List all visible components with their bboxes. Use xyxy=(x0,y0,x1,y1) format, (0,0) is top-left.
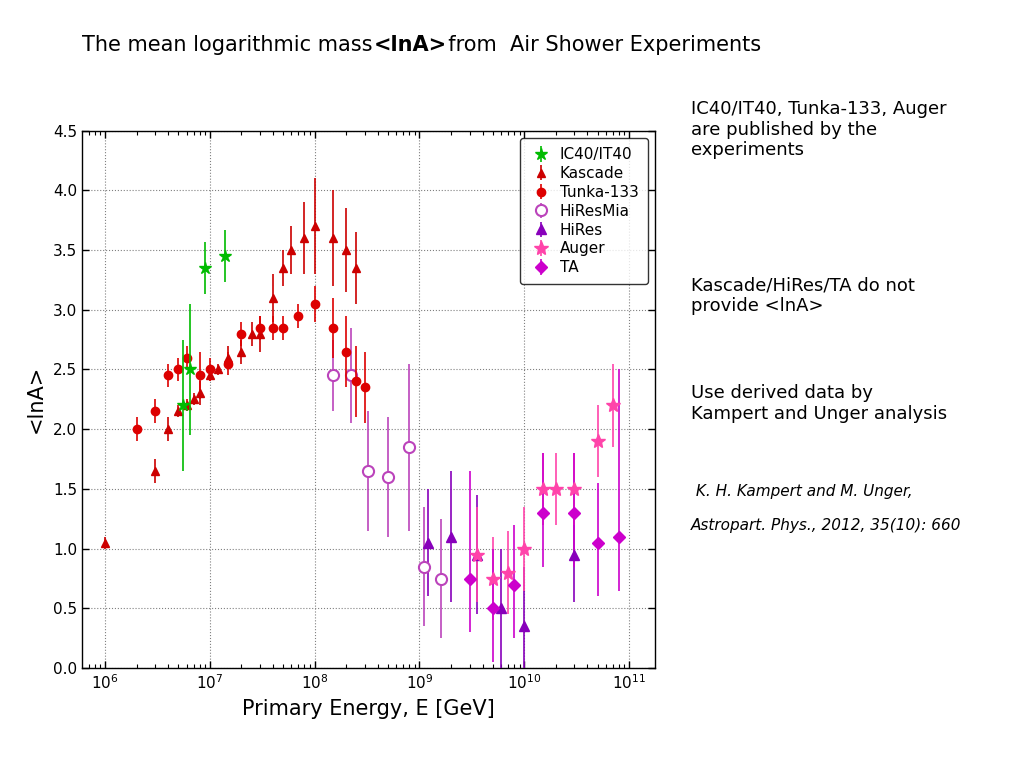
Text: K. H. Kampert and M. Unger,: K. H. Kampert and M. Unger, xyxy=(691,484,912,499)
Text: Astropart. Phys., 2012, 35(10): 660: Astropart. Phys., 2012, 35(10): 660 xyxy=(691,518,962,534)
Text: from  Air Shower Experiments: from Air Shower Experiments xyxy=(435,35,761,55)
Text: The mean logarithmic mass: The mean logarithmic mass xyxy=(82,35,386,55)
Text: IC40/IT40, Tunka-133, Auger
are published by the
experiments: IC40/IT40, Tunka-133, Auger are publishe… xyxy=(691,100,947,160)
Y-axis label: <lnA>: <lnA> xyxy=(26,366,46,433)
Text: <lnA>: <lnA> xyxy=(374,35,446,55)
Text: Kascade/HiRes/TA do not
provide <lnA>: Kascade/HiRes/TA do not provide <lnA> xyxy=(691,276,915,316)
Legend: IC40/IT40, Kascade, Tunka-133, HiResMia, HiRes, Auger, TA: IC40/IT40, Kascade, Tunka-133, HiResMia,… xyxy=(520,138,648,284)
Text: Use derived data by
Kampert and Unger analysis: Use derived data by Kampert and Unger an… xyxy=(691,384,947,423)
X-axis label: Primary Energy, E [GeV]: Primary Energy, E [GeV] xyxy=(243,699,495,719)
